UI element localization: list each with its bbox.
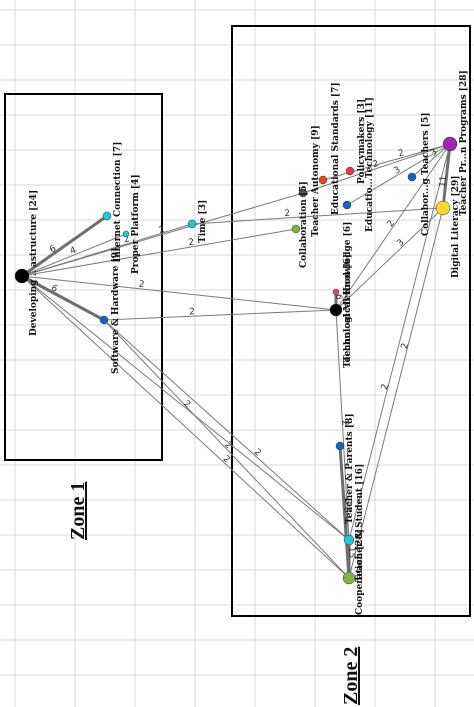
edge-weight-label: 3 [342, 499, 353, 506]
edge-weight-label: 2 [189, 307, 195, 317]
edge-dev-collab [21, 228, 297, 277]
node-collabteach[interactable] [407, 172, 417, 182]
edge-dev-inet [21, 214, 108, 278]
edge-weight-label: 11 [438, 175, 449, 187]
node-label-parents: Teacher & Parents [8] [345, 413, 355, 524]
node-label-knowledge: Technological Knowledge [6] [343, 222, 353, 368]
edge-weight-label: 2 [222, 440, 233, 451]
node-label-collabteach: Collabor...g Teachers [5] [421, 112, 431, 236]
edge-coop-diglit [348, 207, 444, 579]
edge-weight-label: 2 [123, 234, 131, 245]
edge-weight-label: 6 [49, 283, 59, 295]
node-label-edstd: Educational Standards [7] [331, 82, 341, 215]
edge-weight-label: 3 [429, 147, 440, 158]
edge-weight-label: 2 [400, 342, 411, 350]
edge-autonomy-tpp [302, 143, 451, 194]
zone-boxes [4, 25, 471, 617]
edge-sw-method [103, 309, 337, 321]
edge-weight-label: 6 [48, 244, 59, 256]
node-knowledge[interactable] [332, 288, 340, 296]
node-label-autonomy: Teacher Autonomy [9] [311, 125, 321, 237]
node-label-dev: Developing .. astructure [24] [29, 190, 39, 336]
edge-weight-label: 2 [380, 383, 391, 391]
edge-weight-label: 2 [221, 454, 232, 465]
edge-weight-label: 8 [341, 507, 351, 514]
node-proper[interactable] [122, 230, 130, 238]
node-label-policy: Policymakers [3] [357, 99, 367, 184]
node-edstd[interactable] [318, 175, 328, 185]
edge-method-tpp [335, 143, 451, 311]
edge-weight-label: 2 [386, 219, 397, 229]
node-label-diglit: Digital Literacy [29] [451, 175, 461, 278]
edge-weight-label: 2 [397, 148, 405, 159]
node-label-tpp: Teacher Pr...n Programs [28] [459, 70, 469, 216]
edge-weight-label: 2 [372, 159, 381, 170]
node-label-proper: Proper Platform [4] [131, 174, 141, 274]
edge-dev-autonomy [21, 192, 304, 277]
edge-time-diglit [191, 207, 444, 225]
edge-dev-method [21, 275, 337, 311]
node-label-method: Technical Method [6] [343, 254, 353, 362]
edge-weight-label: 2 [138, 280, 145, 291]
zone-1-title: Zone 1 [67, 482, 89, 540]
node-coop[interactable] [342, 571, 356, 585]
node-parents[interactable] [335, 441, 345, 451]
node-layer [14, 136, 458, 585]
zone-2-title: Zone 2 [340, 647, 362, 705]
node-sw[interactable] [99, 315, 109, 325]
edge-weight-label: 4 [69, 245, 78, 257]
edge-parents-coop [338, 445, 351, 579]
edge-edstd-tpp [322, 143, 451, 181]
edge-weight-label: 15 [346, 547, 356, 558]
edge-student-tpp [348, 143, 451, 541]
edge-method-student [335, 309, 350, 541]
node-tpp[interactable] [442, 136, 458, 152]
edge-dev-coop [21, 275, 350, 579]
edge-dev-sw [21, 274, 105, 322]
edge-weight-label: 2 [339, 420, 349, 426]
node-label-coop: Cooperation [28] [355, 529, 365, 615]
edge-dev-student [21, 275, 350, 541]
node-label-student: Teacher & Student [16] [355, 464, 365, 582]
edge-weight-label: 2 [181, 399, 192, 410]
edge-weight-label: 3 [395, 238, 406, 249]
node-label-inet: Internet Connection [7] [113, 142, 123, 262]
node-time[interactable] [187, 219, 197, 229]
edge-sw-coop [103, 319, 350, 579]
zone-1-box [4, 93, 163, 461]
node-inet[interactable] [102, 211, 112, 221]
edge-sw-student [103, 319, 350, 541]
node-label-edtech: Educatio...Technology [11] [365, 97, 375, 232]
node-policy[interactable] [345, 166, 355, 176]
node-collab[interactable] [291, 224, 301, 234]
node-label-layer: Developing .. astructure [24] Internet Co… [29, 70, 469, 615]
node-label-sw: Software & Hardware [9] [111, 248, 121, 374]
edge-collabteach-tpp [411, 143, 451, 178]
edge-weight-label: 2 [188, 237, 195, 248]
node-edtech[interactable] [342, 200, 352, 210]
node-student[interactable] [343, 534, 355, 546]
edge-edtech-tpp [346, 143, 451, 206]
node-label-collab: Collaboration [5] [299, 181, 309, 268]
edge-dev-proper [21, 233, 127, 277]
edge-weight-label: 2 [252, 447, 263, 458]
edge-weight-label: 3 [392, 165, 402, 177]
node-diglit[interactable] [435, 200, 451, 216]
node-label-time: Time [3] [198, 200, 208, 243]
edge-diglit-tpp [441, 143, 452, 209]
zone-2-box [231, 25, 471, 617]
edge-weight-label: 2 [284, 209, 290, 219]
node-method[interactable] [329, 303, 343, 317]
edge-weight-label: 6 [333, 294, 343, 300]
edge-method-diglit [335, 207, 444, 311]
node-autonomy[interactable] [298, 188, 308, 198]
edge-layer [21, 143, 452, 579]
node-dev[interactable] [14, 268, 30, 284]
edge-weight-label: 2 [158, 225, 166, 236]
